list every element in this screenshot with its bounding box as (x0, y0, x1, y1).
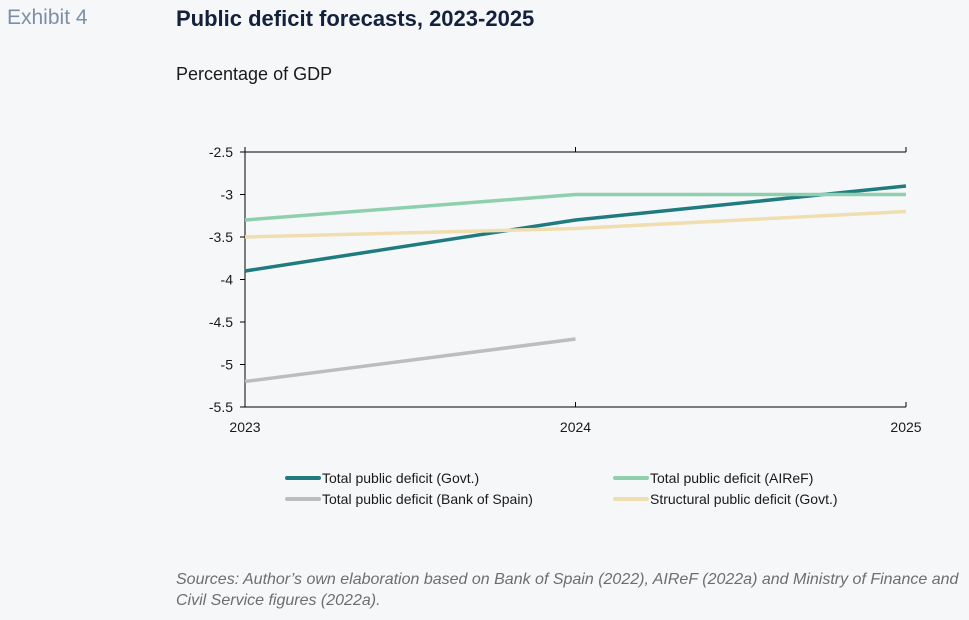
legend-item: Structural public deficit (Govt.) (613, 491, 838, 507)
x-tick-label: 2025 (890, 419, 921, 435)
x-tick-label: 2023 (229, 419, 260, 435)
x-tick-label: 2024 (560, 419, 591, 435)
y-tick-label: -5.5 (209, 399, 233, 415)
legend-swatch (613, 497, 649, 501)
legend-item: Total public deficit (Govt.) (285, 470, 479, 486)
y-tick-label: -2.5 (209, 144, 233, 160)
chart-title: Public deficit forecasts, 2023-2025 (176, 6, 535, 31)
line-chart: -2.5 -3 -3.5 -4 -4.5 -5 -5.5 2023 2024 2025 (209, 144, 922, 435)
series-line (244, 337, 576, 384)
y-tick-label: -3 (221, 187, 234, 203)
legend-label: Structural public deficit (Govt.) (650, 491, 838, 507)
legend-swatch (285, 497, 321, 501)
y-tick-label: -3.5 (209, 229, 233, 245)
chart-series (244, 184, 907, 384)
y-tick-label: -5 (221, 357, 234, 373)
chart-subtitle: Percentage of GDP (176, 64, 333, 84)
series-line (244, 192, 906, 222)
exhibit-label: Exhibit 4 (7, 6, 88, 29)
legend-label: Total public deficit (AIReF) (650, 470, 814, 486)
y-tick-label: -4 (221, 272, 234, 288)
y-tick-label: -4.5 (209, 314, 233, 330)
legend-label: Total public deficit (Govt.) (322, 470, 480, 486)
source-note: Sources: Author’s own elaboration based … (176, 571, 959, 609)
legend-label: Total public deficit (Bank of Spain) (322, 491, 533, 507)
chart-axes: -2.5 -3 -3.5 -4 -4.5 -5 -5.5 2023 2024 2025 (209, 144, 922, 435)
series-line (244, 184, 907, 273)
legend-item: Total public deficit (Bank of Spain) (285, 491, 533, 507)
legend-item: Total public deficit (AIReF) (613, 470, 813, 486)
legend-swatch (285, 476, 321, 480)
legend-swatch (613, 476, 649, 480)
series-line (244, 209, 907, 239)
